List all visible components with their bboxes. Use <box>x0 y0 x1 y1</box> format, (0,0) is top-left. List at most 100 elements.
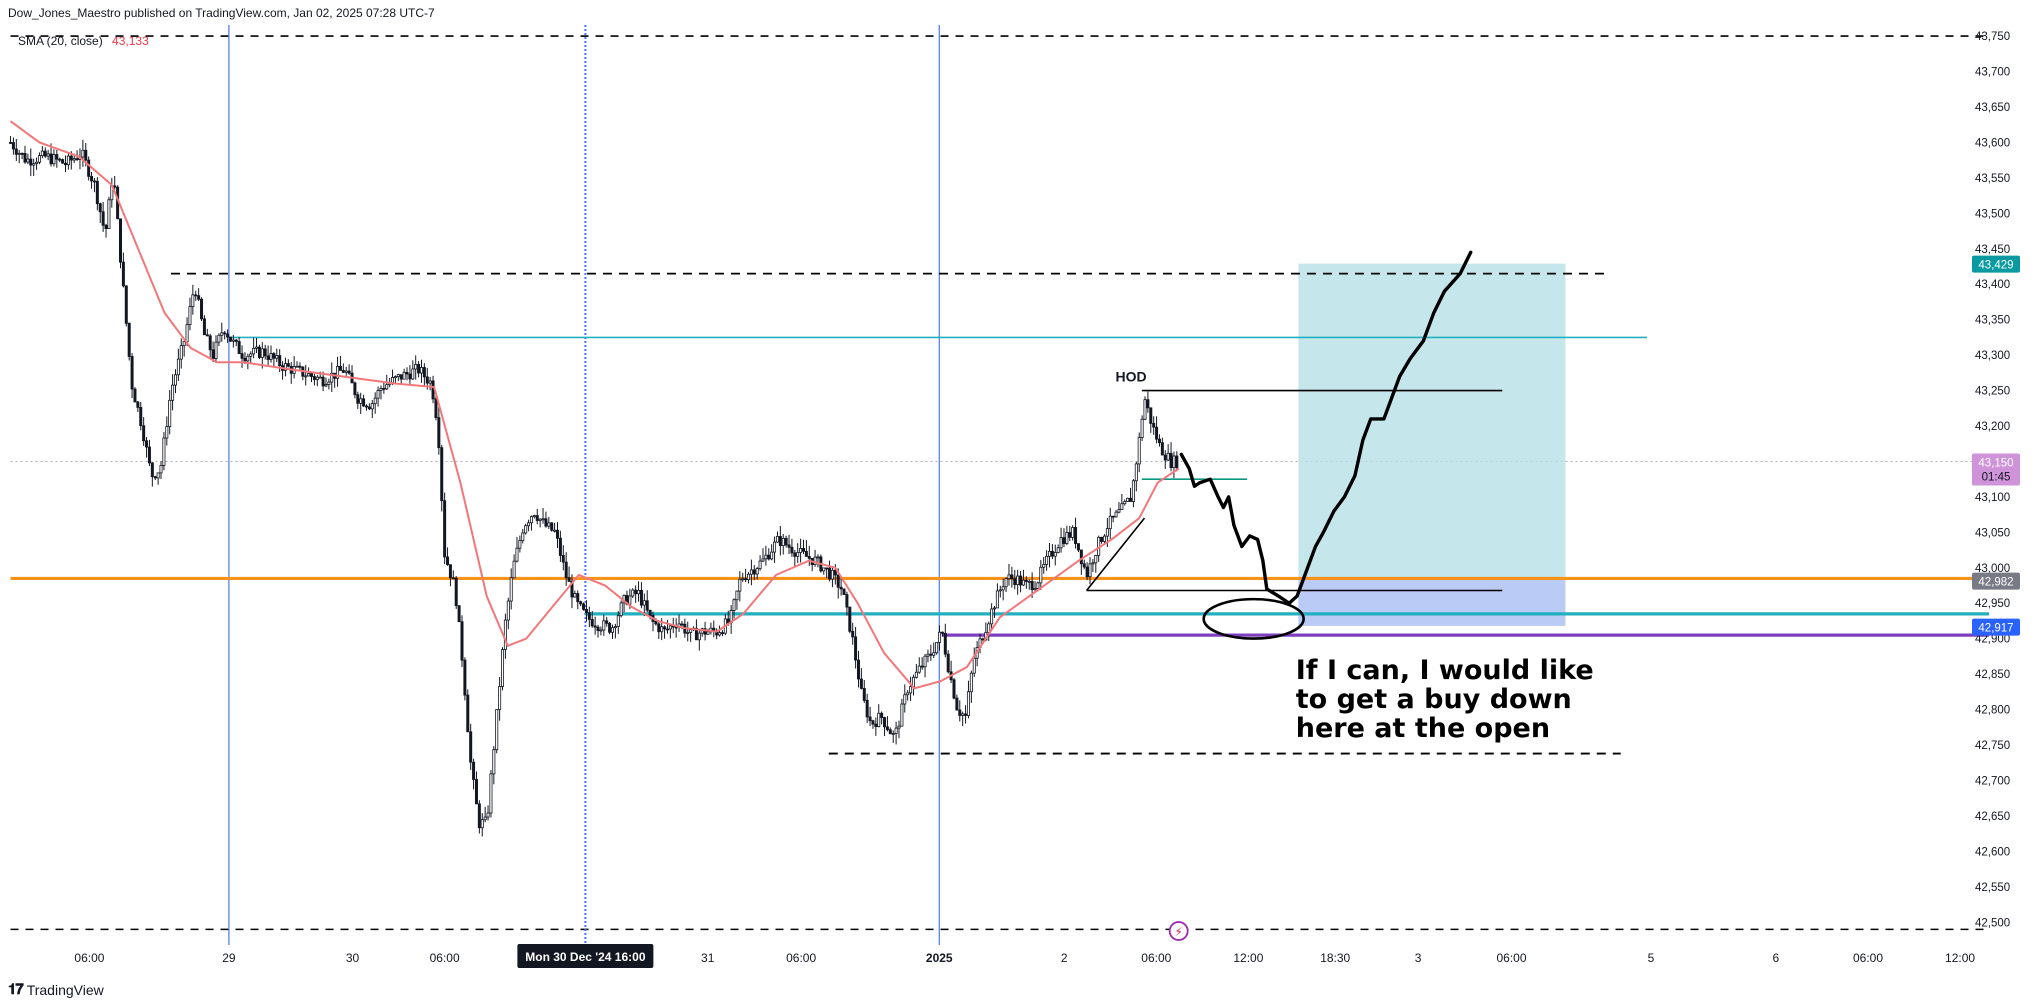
price-badge-label: 42,917 <box>1978 623 2013 635</box>
candle-body <box>454 577 458 607</box>
candle-body <box>596 626 600 631</box>
candle-body <box>474 779 478 805</box>
stop-loss-zone[interactable] <box>1298 578 1566 626</box>
candle-body <box>14 148 18 155</box>
candle-body <box>616 615 620 627</box>
publisher-line: Dow_Jones_Maestro published on TradingVi… <box>8 6 435 20</box>
candle-body <box>168 399 172 428</box>
candle-body <box>498 686 502 710</box>
candle-body <box>567 577 571 582</box>
candle-body <box>1033 588 1037 591</box>
x-tick-label: 31 <box>701 951 715 965</box>
candle-body <box>935 642 939 654</box>
candle-body <box>234 339 238 342</box>
candle-body <box>463 659 467 696</box>
note-line-2: to get a buy down <box>1296 684 1572 715</box>
x-tick-label: 2 <box>1061 951 1068 965</box>
candle-body <box>310 373 314 377</box>
candle-body <box>556 529 560 539</box>
candle-body <box>214 341 218 359</box>
candle-body <box>859 678 863 689</box>
candle-body <box>353 382 357 396</box>
candle-body <box>541 518 545 521</box>
take-profit-zone[interactable] <box>1298 263 1566 579</box>
candle-body <box>1045 555 1049 565</box>
candle-body <box>165 426 169 439</box>
candle-body <box>564 561 568 579</box>
candle-body <box>147 446 151 464</box>
candle-body <box>145 440 149 448</box>
candle-body <box>385 384 389 390</box>
candle-body <box>1091 562 1095 565</box>
candle-body <box>501 649 505 687</box>
indicator-legend[interactable]: SMA (20, close) 43,133 <box>18 34 149 48</box>
x-tick-label: 06:00 <box>430 951 460 965</box>
candle-body <box>602 620 606 631</box>
candle-body <box>327 381 331 385</box>
candle-body <box>529 516 533 524</box>
candle-body <box>263 348 267 357</box>
candle-body <box>1160 442 1164 456</box>
x-tick-label: 06:00 <box>1853 951 1883 965</box>
candle-body <box>324 384 328 387</box>
candle-body <box>104 224 108 230</box>
candle-body <box>23 153 27 163</box>
candle-body <box>95 180 99 205</box>
candle-body <box>179 345 183 360</box>
candle-body <box>477 803 481 829</box>
candle-body <box>720 632 724 634</box>
candle-body <box>1079 549 1083 565</box>
candle-body <box>926 653 930 657</box>
y-tick-label: 42,950 <box>1975 598 2010 610</box>
candle-body <box>182 341 186 347</box>
candle-body <box>121 261 125 287</box>
candle-body <box>958 709 962 716</box>
candle-body <box>220 332 224 336</box>
candle-body <box>46 153 50 157</box>
buy-zone-circle[interactable] <box>1202 597 1305 640</box>
candle-body <box>231 339 235 342</box>
candle-body <box>900 703 904 727</box>
candle-body <box>1123 501 1127 505</box>
candle-body <box>718 632 722 636</box>
candle-body <box>472 761 476 780</box>
candle-body <box>1004 578 1008 588</box>
candle-body <box>341 370 345 373</box>
price-badge-label: 43,429 <box>1978 260 2013 272</box>
candle-body <box>964 713 968 716</box>
price-badge-countdown: 01:45 <box>1982 471 2011 483</box>
candle-body <box>98 203 102 213</box>
candle-body <box>431 380 435 400</box>
candle-body <box>917 665 921 673</box>
candle-body <box>370 403 374 410</box>
event-bolt-icon[interactable] <box>1168 921 1189 941</box>
projection-path[interactable] <box>1179 250 1473 605</box>
candle-body <box>527 522 531 527</box>
candle-body <box>92 180 96 183</box>
candle-body <box>845 594 849 608</box>
sma-line[interactable] <box>9 120 1180 690</box>
annotations-layer: HOD If I can, I would like to get a buy … <box>1116 369 1594 744</box>
candle-body <box>998 589 1002 592</box>
candle-body <box>1039 566 1043 584</box>
candle-body <box>865 700 869 718</box>
candle-body <box>422 367 426 378</box>
candle-body <box>897 725 901 729</box>
candle-body <box>573 593 577 598</box>
candle-body <box>489 773 493 814</box>
candle-body <box>336 365 340 379</box>
candle-body <box>790 546 794 554</box>
footer-brand[interactable]: 𝟏𝟕 TradingView <box>8 981 104 998</box>
candle-body <box>796 552 800 557</box>
y-tick-label: 43,300 <box>1975 350 2010 362</box>
candle-body <box>752 569 756 575</box>
trend-line[interactable] <box>1085 517 1146 591</box>
y-tick-label: 42,500 <box>1975 917 2010 929</box>
y-tick-label: 43,450 <box>1975 244 2010 256</box>
candle-body <box>228 336 232 342</box>
candle-body <box>202 318 206 336</box>
candle-body <box>446 556 450 566</box>
x-tick-label: 29 <box>222 951 236 965</box>
candle-body <box>52 154 56 165</box>
